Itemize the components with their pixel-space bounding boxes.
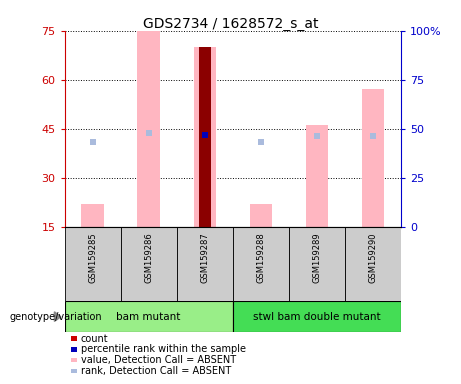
- Bar: [82, 204, 104, 227]
- Text: bam mutant: bam mutant: [117, 312, 181, 322]
- Text: GSM159286: GSM159286: [144, 233, 153, 283]
- Bar: [362, 89, 384, 227]
- Text: value, Detection Call = ABSENT: value, Detection Call = ABSENT: [81, 355, 236, 365]
- Bar: [289, 227, 345, 301]
- Bar: [71, 347, 77, 352]
- Text: stwl bam double mutant: stwl bam double mutant: [253, 312, 381, 322]
- Bar: [345, 227, 401, 301]
- Bar: [199, 47, 211, 227]
- Bar: [137, 31, 160, 227]
- Text: GSM159287: GSM159287: [200, 233, 209, 283]
- Text: genotype/variation: genotype/variation: [9, 312, 102, 322]
- Bar: [306, 126, 328, 227]
- Bar: [71, 369, 77, 373]
- Text: percentile rank within the sample: percentile rank within the sample: [81, 344, 246, 354]
- Bar: [65, 227, 121, 301]
- Bar: [194, 47, 216, 227]
- Bar: [233, 227, 289, 301]
- Bar: [250, 204, 272, 227]
- Text: GSM159288: GSM159288: [256, 233, 266, 283]
- Bar: [71, 336, 77, 341]
- Text: GDS2734 / 1628572_s_at: GDS2734 / 1628572_s_at: [143, 17, 318, 31]
- Text: GSM159290: GSM159290: [368, 233, 378, 283]
- Text: GSM159285: GSM159285: [88, 233, 97, 283]
- Text: count: count: [81, 334, 108, 344]
- Bar: [65, 301, 233, 332]
- Polygon shape: [54, 312, 61, 321]
- Text: GSM159289: GSM159289: [313, 233, 321, 283]
- Bar: [121, 227, 177, 301]
- Bar: [177, 227, 233, 301]
- Text: rank, Detection Call = ABSENT: rank, Detection Call = ABSENT: [81, 366, 231, 376]
- Bar: [71, 358, 77, 362]
- Bar: [233, 301, 401, 332]
